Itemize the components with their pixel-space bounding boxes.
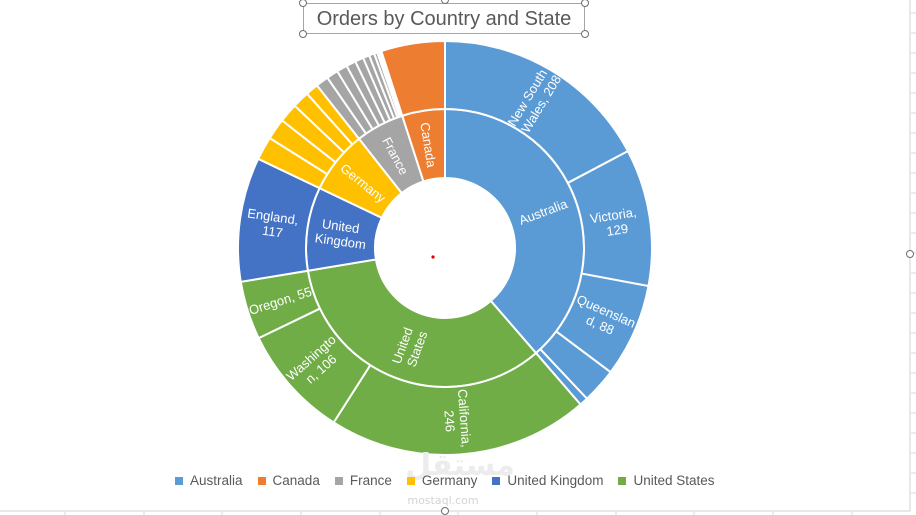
- legend-label: United Kingdom: [507, 473, 604, 488]
- legend-label: France: [349, 473, 392, 488]
- sunburst-segments[interactable]: [237, 40, 653, 456]
- chart-handle-right-middle[interactable]: [906, 250, 914, 258]
- outer-segment-canada-0[interactable]: [380, 40, 446, 117]
- legend-label: Canada: [272, 473, 320, 488]
- title-handle-top-right[interactable]: [581, 0, 589, 7]
- legend-label: Australia: [190, 473, 243, 488]
- legend-item-germany[interactable]: Germany: [406, 472, 478, 490]
- chart-legend[interactable]: Australia Canada France Germany United K…: [175, 472, 715, 490]
- inner-label-canada: Canada: [418, 121, 440, 169]
- chart-title[interactable]: Orders by Country and State: [316, 7, 572, 30]
- center-marker-dot: [431, 255, 435, 259]
- chart-title-box[interactable]: Orders by Country and State: [303, 3, 585, 34]
- legend-label: United States: [633, 473, 715, 488]
- chart-handle-bottom-middle[interactable]: [441, 507, 449, 515]
- legend-swatch: [618, 477, 627, 485]
- legend-item-australia[interactable]: Australia: [175, 472, 243, 490]
- legend-label: Germany: [421, 473, 478, 488]
- outer-label-california: California, 246: [440, 388, 474, 452]
- inner-label-united-kingdom: United Kingdom: [314, 215, 369, 252]
- legend-swatch: [257, 477, 266, 485]
- legend-item-france[interactable]: France: [334, 472, 392, 490]
- title-handle-bottom-right[interactable]: [581, 30, 589, 38]
- legend-item-canada[interactable]: Canada: [257, 472, 320, 490]
- legend-swatch: [492, 477, 501, 485]
- legend-swatch: [406, 477, 415, 485]
- title-handle-bottom-left[interactable]: [299, 30, 307, 38]
- outer-label-victoria: Victoria, 129: [589, 203, 643, 240]
- title-handle-top-left[interactable]: [299, 0, 307, 7]
- legend-item-united-kingdom[interactable]: United Kingdom: [492, 472, 603, 490]
- legend-item-united-states[interactable]: United States: [618, 472, 715, 490]
- watermark-site: mostaql.com: [407, 494, 479, 507]
- legend-swatch: [175, 477, 183, 485]
- legend-swatch: [334, 477, 343, 485]
